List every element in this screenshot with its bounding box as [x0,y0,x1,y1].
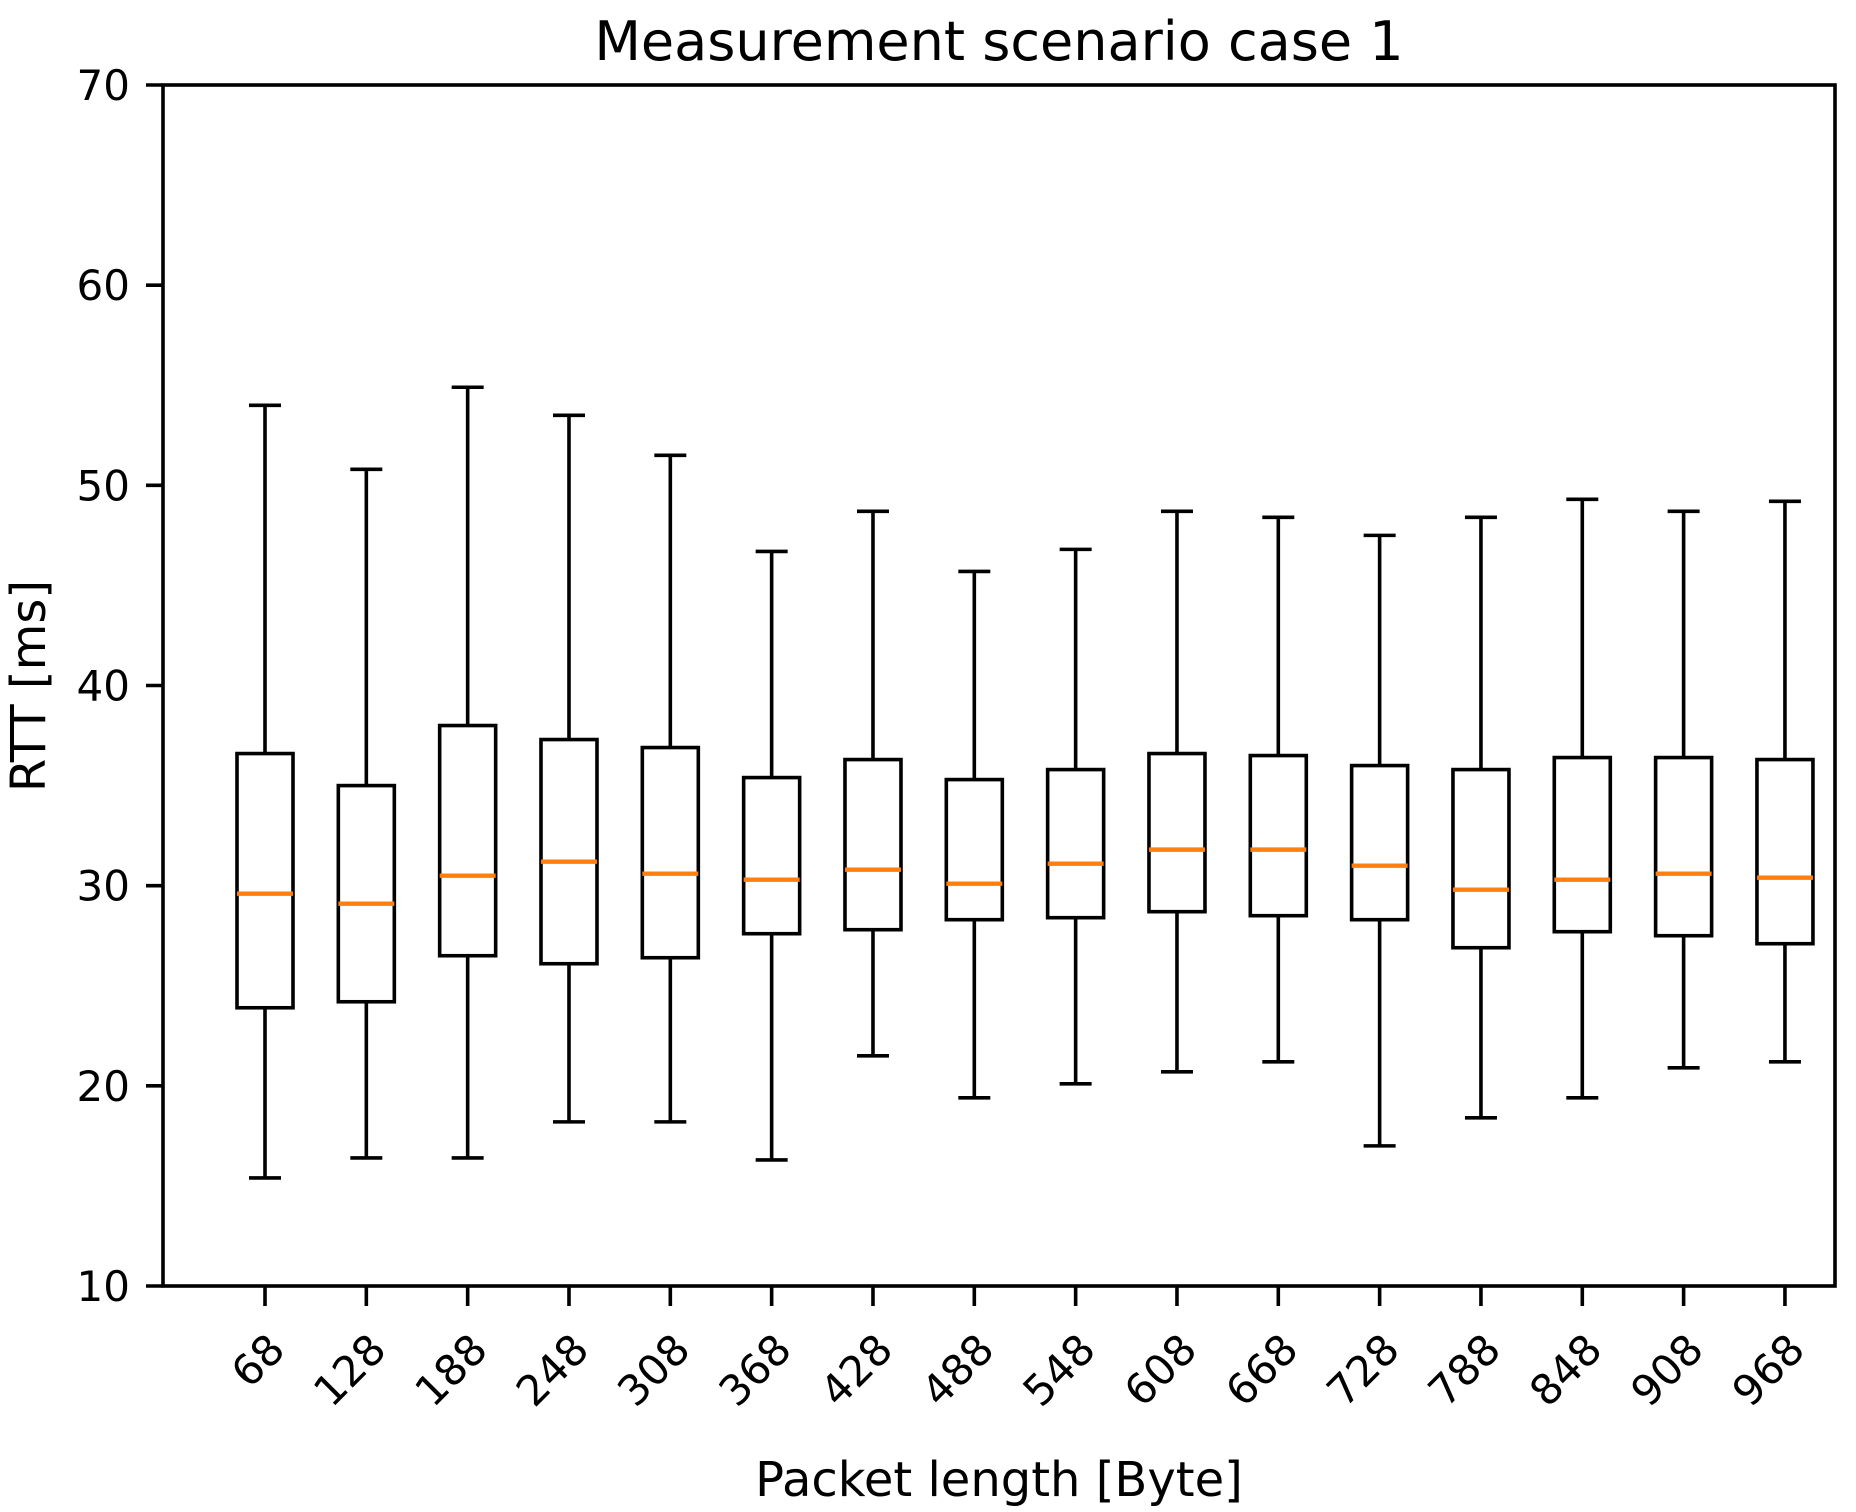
box-group-968 [1755,499,1815,1064]
iqr-box [944,777,1005,922]
chart-title: Measurement scenario case 1 [594,10,1403,73]
y-tick-label: 30 [77,862,130,911]
iqr-box [1147,751,1207,914]
box-group-128 [336,467,397,1160]
x-tick-label: 308 [608,1324,699,1415]
x-tick-label: 608 [1115,1324,1206,1415]
iqr-box [539,737,599,966]
x-tick-label: 668 [1216,1324,1307,1415]
box-group-848 [1552,497,1613,1100]
iqr-box [1451,767,1511,950]
y-axis-label: RTT [ms] [1,580,57,792]
x-tick-label: 188 [405,1324,496,1415]
x-tick-label: 968 [1723,1324,1814,1415]
x-tick-label: 68 [222,1324,294,1396]
y-tick-label: 20 [77,1062,130,1111]
iqr-box [1653,755,1714,938]
x-tick-label: 248 [507,1324,598,1415]
x-tick-label: 548 [1013,1324,1104,1415]
box-group-908 [1653,509,1714,1070]
x-tick-label: 368 [709,1324,800,1415]
iqr-box [1045,767,1106,920]
box-group-608 [1147,509,1207,1074]
iqr-box [1248,753,1309,918]
box-group-728 [1349,533,1410,1148]
iqr-box [741,775,802,936]
x-tick-label: 128 [304,1324,395,1415]
iqr-box [1552,755,1613,934]
boxplot-series [235,385,1815,1180]
y-tick-label: 70 [77,61,130,110]
iqr-box [1755,757,1815,946]
x-axis-ticks: 68 128 188 248 308 368 428 488 548 608 668 728 788 84… [222,1286,1814,1416]
x-tick-label: 908 [1621,1324,1712,1415]
iqr-box [235,751,295,1010]
plot-area-frame [161,83,1837,1288]
box-group-308 [640,453,701,1124]
box-group-428 [843,509,903,1058]
box-group-788 [1451,515,1511,1120]
iqr-box [437,723,498,958]
x-tick-label: 428 [811,1324,902,1415]
box-group-668 [1248,515,1309,1064]
x-tick-label: 848 [1520,1324,1611,1415]
box-group-68 [235,403,295,1180]
y-tick-label: 50 [77,461,130,510]
x-tick-label: 728 [1317,1324,1408,1415]
x-tick-label: 488 [912,1324,1003,1415]
box-group-248 [539,413,599,1124]
iqr-box [640,745,701,960]
iqr-box [843,757,903,932]
iqr-box [1349,763,1410,922]
iqr-box [336,783,397,1004]
box-group-368 [741,549,802,1162]
y-tick-label: 40 [77,662,130,711]
y-axis-ticks: 10 20 30 40 50 60 70 [77,61,163,1311]
box-group-548 [1045,547,1106,1086]
y-tick-label: 60 [77,261,130,310]
box-group-488 [944,569,1005,1100]
y-tick-label: 10 [77,1262,130,1311]
x-axis-label: Packet length [Byte] [755,1452,1243,1508]
box-group-188 [437,385,498,1160]
x-tick-label: 788 [1419,1324,1510,1415]
